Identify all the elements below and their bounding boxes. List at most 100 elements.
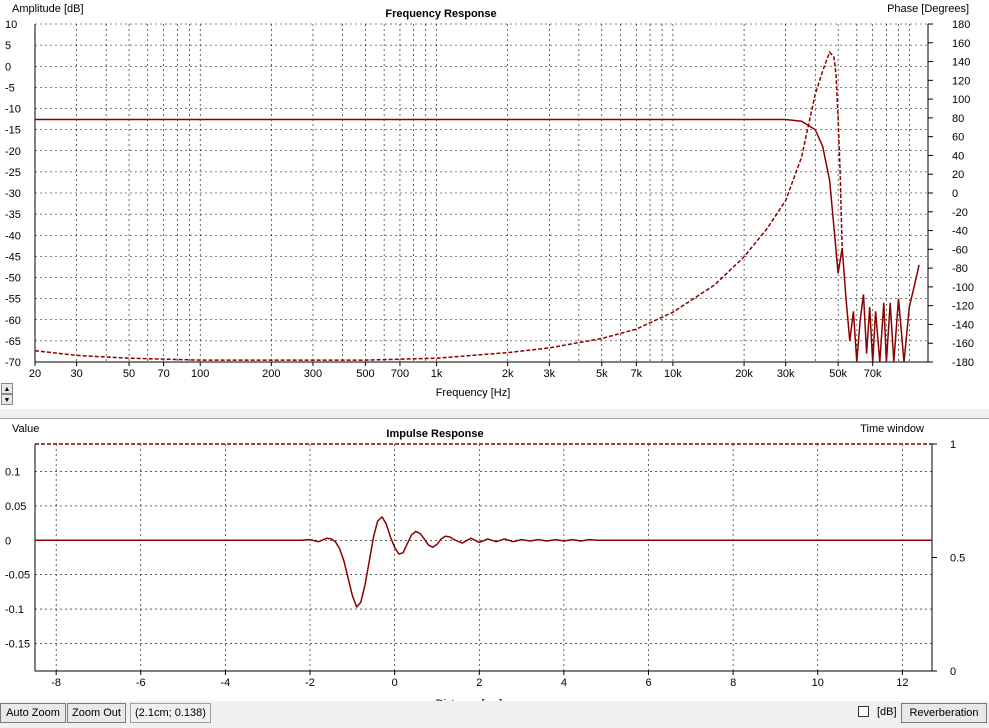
freq-x-tick-label: 10k (664, 368, 682, 380)
phase-tick-label: 20 (952, 169, 964, 181)
distance-tick-label: 8 (730, 677, 736, 689)
amplitude-trace (35, 118, 920, 362)
phase-tick-label: -140 (952, 319, 974, 331)
phase-tick-label: 140 (952, 57, 970, 69)
distance-tick-label: -8 (51, 677, 61, 689)
phase-tick-label: -40 (952, 226, 968, 238)
window-tick-label: 1 (950, 439, 956, 451)
phase-tick-label: -100 (952, 282, 974, 294)
value-tick-label: -0.05 (5, 570, 30, 582)
value-tick-label: 0.1 (5, 467, 20, 479)
amp-tick-label: -40 (5, 230, 21, 242)
phase-tick-label: 160 (952, 38, 970, 50)
freq-x-tick-label: 70k (864, 368, 882, 380)
spin-down-button[interactable]: ▼ (1, 394, 13, 405)
freq-x-tick-label: 5k (596, 368, 608, 380)
spin-up-button[interactable]: ▲ (1, 383, 13, 394)
freq-x-tick-label: 2k (502, 368, 514, 380)
amp-tick-label: -10 (5, 104, 21, 116)
freq-x-tick-label: 7k (631, 368, 643, 380)
db-checkbox-label: [dB] (877, 706, 897, 718)
impulse-response-chart[interactable]: -8 -6 -4 -2 0 2 4 6 8 10 120.10.050-0.05-0.1-0.151… (0, 419, 989, 701)
freq-x-tick-label: 3k (544, 368, 556, 380)
freq-x-tick-label: 70 (157, 368, 169, 380)
amp-tick-label: -65 (5, 336, 21, 348)
impulse-response-panel: -8 -6 -4 -2 0 2 4 6 8 10 12 0.1 0.05 0 -0.05 -0.1 -0.15 1… (0, 418, 989, 701)
freq-x-tick-label: 100 (191, 368, 209, 380)
distance-axis-label: Distance [cm] (436, 698, 503, 701)
distance-tick-label: 10 (812, 677, 824, 689)
amp-tick-label: 0 (5, 61, 11, 73)
zoom-out-button[interactable]: Zoom Out (67, 703, 126, 723)
auto-zoom-button[interactable]: Auto Zoom (0, 703, 66, 723)
phase-trace (35, 50, 843, 361)
amp-tick-label: -25 (5, 167, 21, 179)
phase-tick-label: 40 (952, 150, 964, 162)
distance-tick-label: 6 (645, 677, 651, 689)
distance-tick-label: 0 (392, 677, 398, 689)
frequency-response-chart[interactable]: 20 30 50 70 100 200 300 500 700 1k 2k 3k 5k 7k 10k 20k 3… (0, 0, 989, 409)
amp-tick-label: -45 (5, 251, 21, 263)
distance-tick-label: -2 (305, 677, 315, 689)
amp-tick-label: -50 (5, 273, 21, 285)
value-axis-label: Value (12, 423, 39, 435)
amp-tick-label: -70 (5, 357, 21, 369)
frequency-response-panel: 20 30 50 70 100 200 300 500 700 1k 2k 3k 5k 7k 10k 20k 3… (0, 0, 989, 409)
phase-tick-label: 80 (952, 113, 964, 125)
freq-x-tick-label: 500 (356, 368, 374, 380)
phase-tick-label: 180 (952, 19, 970, 31)
value-tick-label: -0.15 (5, 638, 30, 650)
phase-tick-label: 0 (952, 188, 958, 200)
amp-tick-label: 5 (5, 40, 11, 52)
amp-tick-label: -20 (5, 146, 21, 158)
value-tick-label: 0.05 (5, 501, 26, 513)
bottom-toolbar: Auto Zoom Zoom Out (2.1cm; 0.138) [dB] R… (0, 702, 989, 728)
amp-tick-label: -30 (5, 188, 21, 200)
window-tick-label: 0 (950, 666, 956, 678)
amp-tick-label: -35 (5, 209, 21, 221)
phase-tick-label: -160 (952, 338, 974, 350)
phase-tick-label: 120 (952, 75, 970, 87)
phase-tick-label: -120 (952, 301, 974, 313)
db-checkbox[interactable] (858, 706, 869, 717)
freq-x-tick-label: 50 (123, 368, 135, 380)
window-tick-label: 0.5 (950, 553, 965, 565)
cursor-readout: (2.1cm; 0.138) (130, 703, 211, 723)
distance-tick-label: 12 (896, 677, 908, 689)
amp-tick-label: -15 (5, 125, 21, 137)
distance-tick-label: 2 (476, 677, 482, 689)
phase-tick-label: -20 (952, 207, 968, 219)
reverberation-button[interactable]: Reverberation (901, 703, 987, 723)
freq-chart-title: Frequency Response (385, 8, 496, 20)
distance-tick-label: -4 (221, 677, 231, 689)
freq-x-tick-label: 300 (304, 368, 322, 380)
phase-tick-label: -80 (952, 263, 968, 275)
time-window-axis-label: Time window (860, 423, 924, 435)
freq-x-tick-label: 200 (262, 368, 280, 380)
frequency-axis-label: Frequency [Hz] (436, 387, 511, 399)
impulse-chart-title: Impulse Response (386, 428, 483, 440)
freq-x-tick-label: 1k (431, 368, 443, 380)
value-tick-label: 0 (5, 535, 11, 547)
freq-x-tick-label: 700 (391, 368, 409, 380)
impulse-trace (35, 516, 932, 608)
phase-axis-label: Phase [Degrees] (887, 3, 969, 15)
amp-tick-label: 10 (5, 19, 17, 31)
phase-tick-label: 60 (952, 132, 964, 144)
phase-tick-label: -60 (952, 244, 968, 256)
amplitude-axis-label: Amplitude [dB] (12, 3, 84, 15)
amp-tick-label: -5 (5, 82, 15, 94)
phase-tick-label: -180 (952, 357, 974, 369)
distance-tick-label: -6 (136, 677, 146, 689)
freq-x-tick-label: 20k (735, 368, 753, 380)
freq-x-tick-label: 30k (777, 368, 795, 380)
amp-tick-label: -55 (5, 294, 21, 306)
amp-tick-label: -60 (5, 315, 21, 327)
value-tick-label: -0.1 (5, 604, 24, 616)
freq-x-tick-label: 20 (29, 368, 41, 380)
distance-tick-label: 4 (561, 677, 567, 689)
phase-tick-label: 100 (952, 94, 970, 106)
zoom-spinner[interactable]: ▲ ▼ (1, 383, 13, 407)
freq-x-tick-label: 30 (70, 368, 82, 380)
freq-x-tick-label: 50k (829, 368, 847, 380)
